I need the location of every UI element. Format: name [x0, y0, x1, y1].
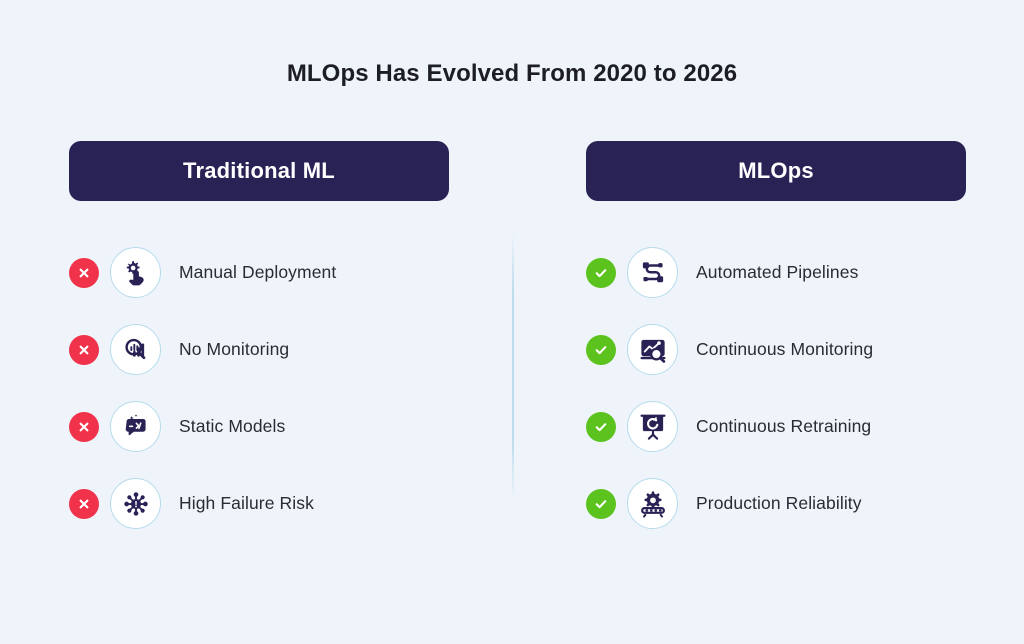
x-icon	[69, 411, 99, 442]
x-icon	[69, 334, 99, 365]
column-mlops: MLOps	[586, 141, 966, 201]
list-item: Continuous Monitoring	[586, 324, 1006, 375]
list-item: Production Reliability	[586, 478, 1006, 529]
list-mlops: Automated Pipelines Continuous Monito	[586, 247, 1006, 557]
list-item-label: Static Models	[179, 416, 286, 436]
pipeline-flow-icon	[627, 247, 678, 298]
list-item-label: Production Reliability	[696, 493, 862, 513]
list-item: No Monitoring	[69, 324, 489, 375]
list-item-label: Manual Deployment	[179, 262, 337, 282]
page-title: MLOps Has Evolved From 2020 to 2026	[286, 60, 738, 87]
list-item-label: Continuous Retraining	[696, 416, 872, 436]
monitor-chart-magnifier-icon	[627, 324, 678, 375]
list-item-label: High Failure Risk	[179, 493, 314, 513]
list-item-label: No Monitoring	[179, 339, 290, 359]
column-traditional-ml: Traditional ML	[69, 141, 449, 201]
column-header-traditional-ml: Traditional ML	[69, 141, 449, 201]
list-item: High Failure Risk	[69, 478, 489, 529]
x-icon	[69, 257, 99, 288]
list-item: Automated Pipelines	[586, 247, 1006, 298]
gear-conveyor-icon	[627, 478, 678, 529]
column-divider	[512, 233, 514, 501]
list-item: Continuous Retraining	[586, 401, 1006, 452]
list-traditional-ml: Manual Deployment	[69, 247, 489, 557]
magnifier-barchart-icon	[110, 324, 161, 375]
list-item: Manual Deployment	[69, 247, 489, 298]
speech-bubble-code-icon	[110, 401, 161, 452]
list-item: Static Models	[69, 401, 489, 452]
gear-cursor-icon	[110, 247, 161, 298]
x-icon	[69, 488, 99, 519]
presentation-refresh-icon	[627, 401, 678, 452]
list-item-label: Automated Pipelines	[696, 262, 859, 282]
check-icon	[586, 257, 616, 288]
list-item-label: Continuous Monitoring	[696, 339, 874, 359]
check-icon	[586, 334, 616, 365]
network-nodes-icon	[110, 478, 161, 529]
check-icon	[586, 411, 616, 442]
check-icon	[586, 488, 616, 519]
column-header-mlops: MLOps	[586, 141, 966, 201]
